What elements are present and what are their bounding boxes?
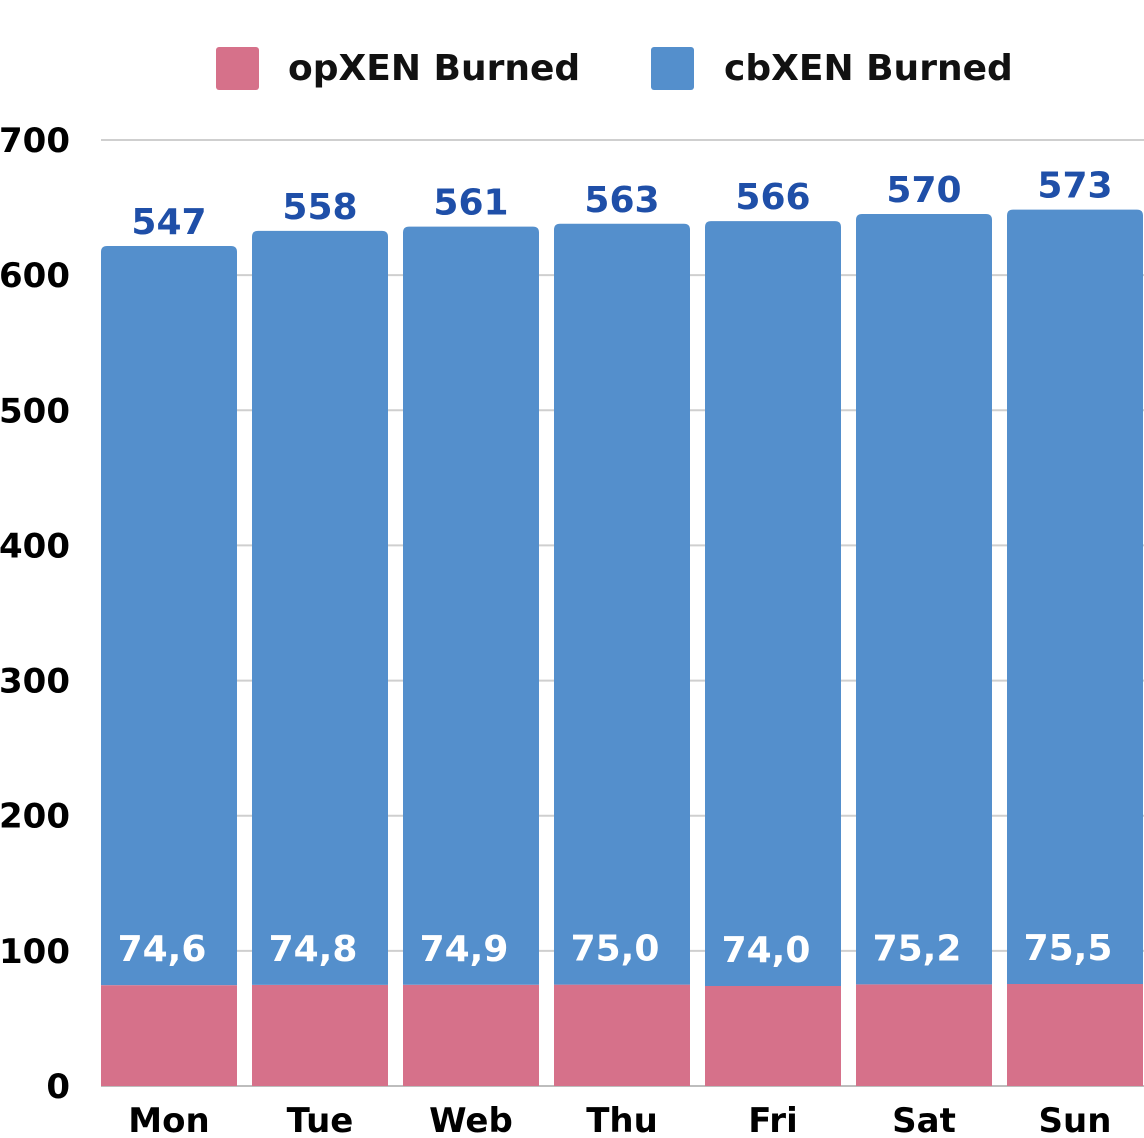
data-label-opxen: 74,6 (118, 929, 207, 970)
data-label-cbxen: 558 (282, 187, 357, 228)
x-tick-label-fri: Fri (748, 1101, 797, 1138)
bar-opxen-sat (856, 984, 992, 1086)
x-tick-label-sun: Sun (1039, 1101, 1112, 1138)
x-axis: Mon Tue Web Thu Fri Sat Sun (128, 1101, 1111, 1138)
bar-cbxen-web (403, 226, 539, 985)
legend-swatch-opxen (216, 47, 259, 90)
y-tick-label: 600 (0, 256, 70, 296)
bar-cbxen-tue (252, 230, 388, 985)
data-label-cbxen: 547 (131, 202, 206, 243)
bar-opxen-web (403, 984, 539, 1086)
y-axis: 0 100 200 300 400 500 600 700 (0, 121, 70, 1107)
data-label-opxen: 74,8 (269, 929, 358, 970)
data-label-opxen: 74,0 (722, 930, 811, 971)
x-tick-label-thu: Thu (586, 1101, 658, 1138)
data-labels: 547 74,6 558 74,8 561 74,9 563 75,0 566 74,0 570 75… (118, 166, 1113, 971)
data-label-cbxen: 563 (584, 180, 659, 221)
x-tick-label-tue: Tue (287, 1101, 354, 1138)
legend: opXEN Burned cbXEN Burned (216, 47, 1013, 90)
bar-opxen-fri (705, 985, 841, 1086)
y-tick-label: 0 (46, 1067, 70, 1107)
data-label-opxen: 75,2 (873, 928, 962, 969)
legend-swatch-cbxen (651, 47, 694, 90)
x-tick-label-web: Web (429, 1101, 513, 1138)
y-tick-label: 500 (0, 391, 70, 431)
bar-cbxen-sat (856, 214, 992, 985)
bars (101, 209, 1143, 1086)
data-label-opxen: 75,0 (571, 929, 660, 970)
y-tick-label: 300 (0, 662, 70, 702)
bar-opxen-mon (101, 985, 237, 1086)
bar-cbxen-sun (1007, 209, 1143, 984)
data-label-opxen: 74,9 (420, 929, 509, 970)
data-label-cbxen: 566 (735, 177, 810, 218)
bar-opxen-thu (554, 984, 690, 1086)
legend-label-opxen: opXEN Burned (288, 48, 580, 89)
data-label-opxen: 75,5 (1024, 928, 1113, 969)
y-tick-label: 700 (0, 121, 70, 161)
x-tick-label-sat: Sat (892, 1101, 956, 1138)
bar-cbxen-thu (554, 223, 690, 985)
bar-cbxen-fri (705, 221, 841, 986)
data-label-cbxen: 561 (433, 183, 508, 224)
x-tick-label-mon: Mon (128, 1101, 209, 1138)
y-tick-label: 100 (0, 932, 70, 972)
data-label-cbxen: 573 (1037, 166, 1112, 207)
bar-opxen-sun (1007, 983, 1143, 1086)
legend-label-cbxen: cbXEN Burned (724, 48, 1013, 89)
y-tick-label: 400 (0, 526, 70, 566)
y-tick-label: 200 (0, 797, 70, 837)
data-label-cbxen: 570 (886, 170, 961, 211)
bar-cbxen-mon (101, 245, 237, 986)
bar-opxen-tue (252, 984, 388, 1086)
